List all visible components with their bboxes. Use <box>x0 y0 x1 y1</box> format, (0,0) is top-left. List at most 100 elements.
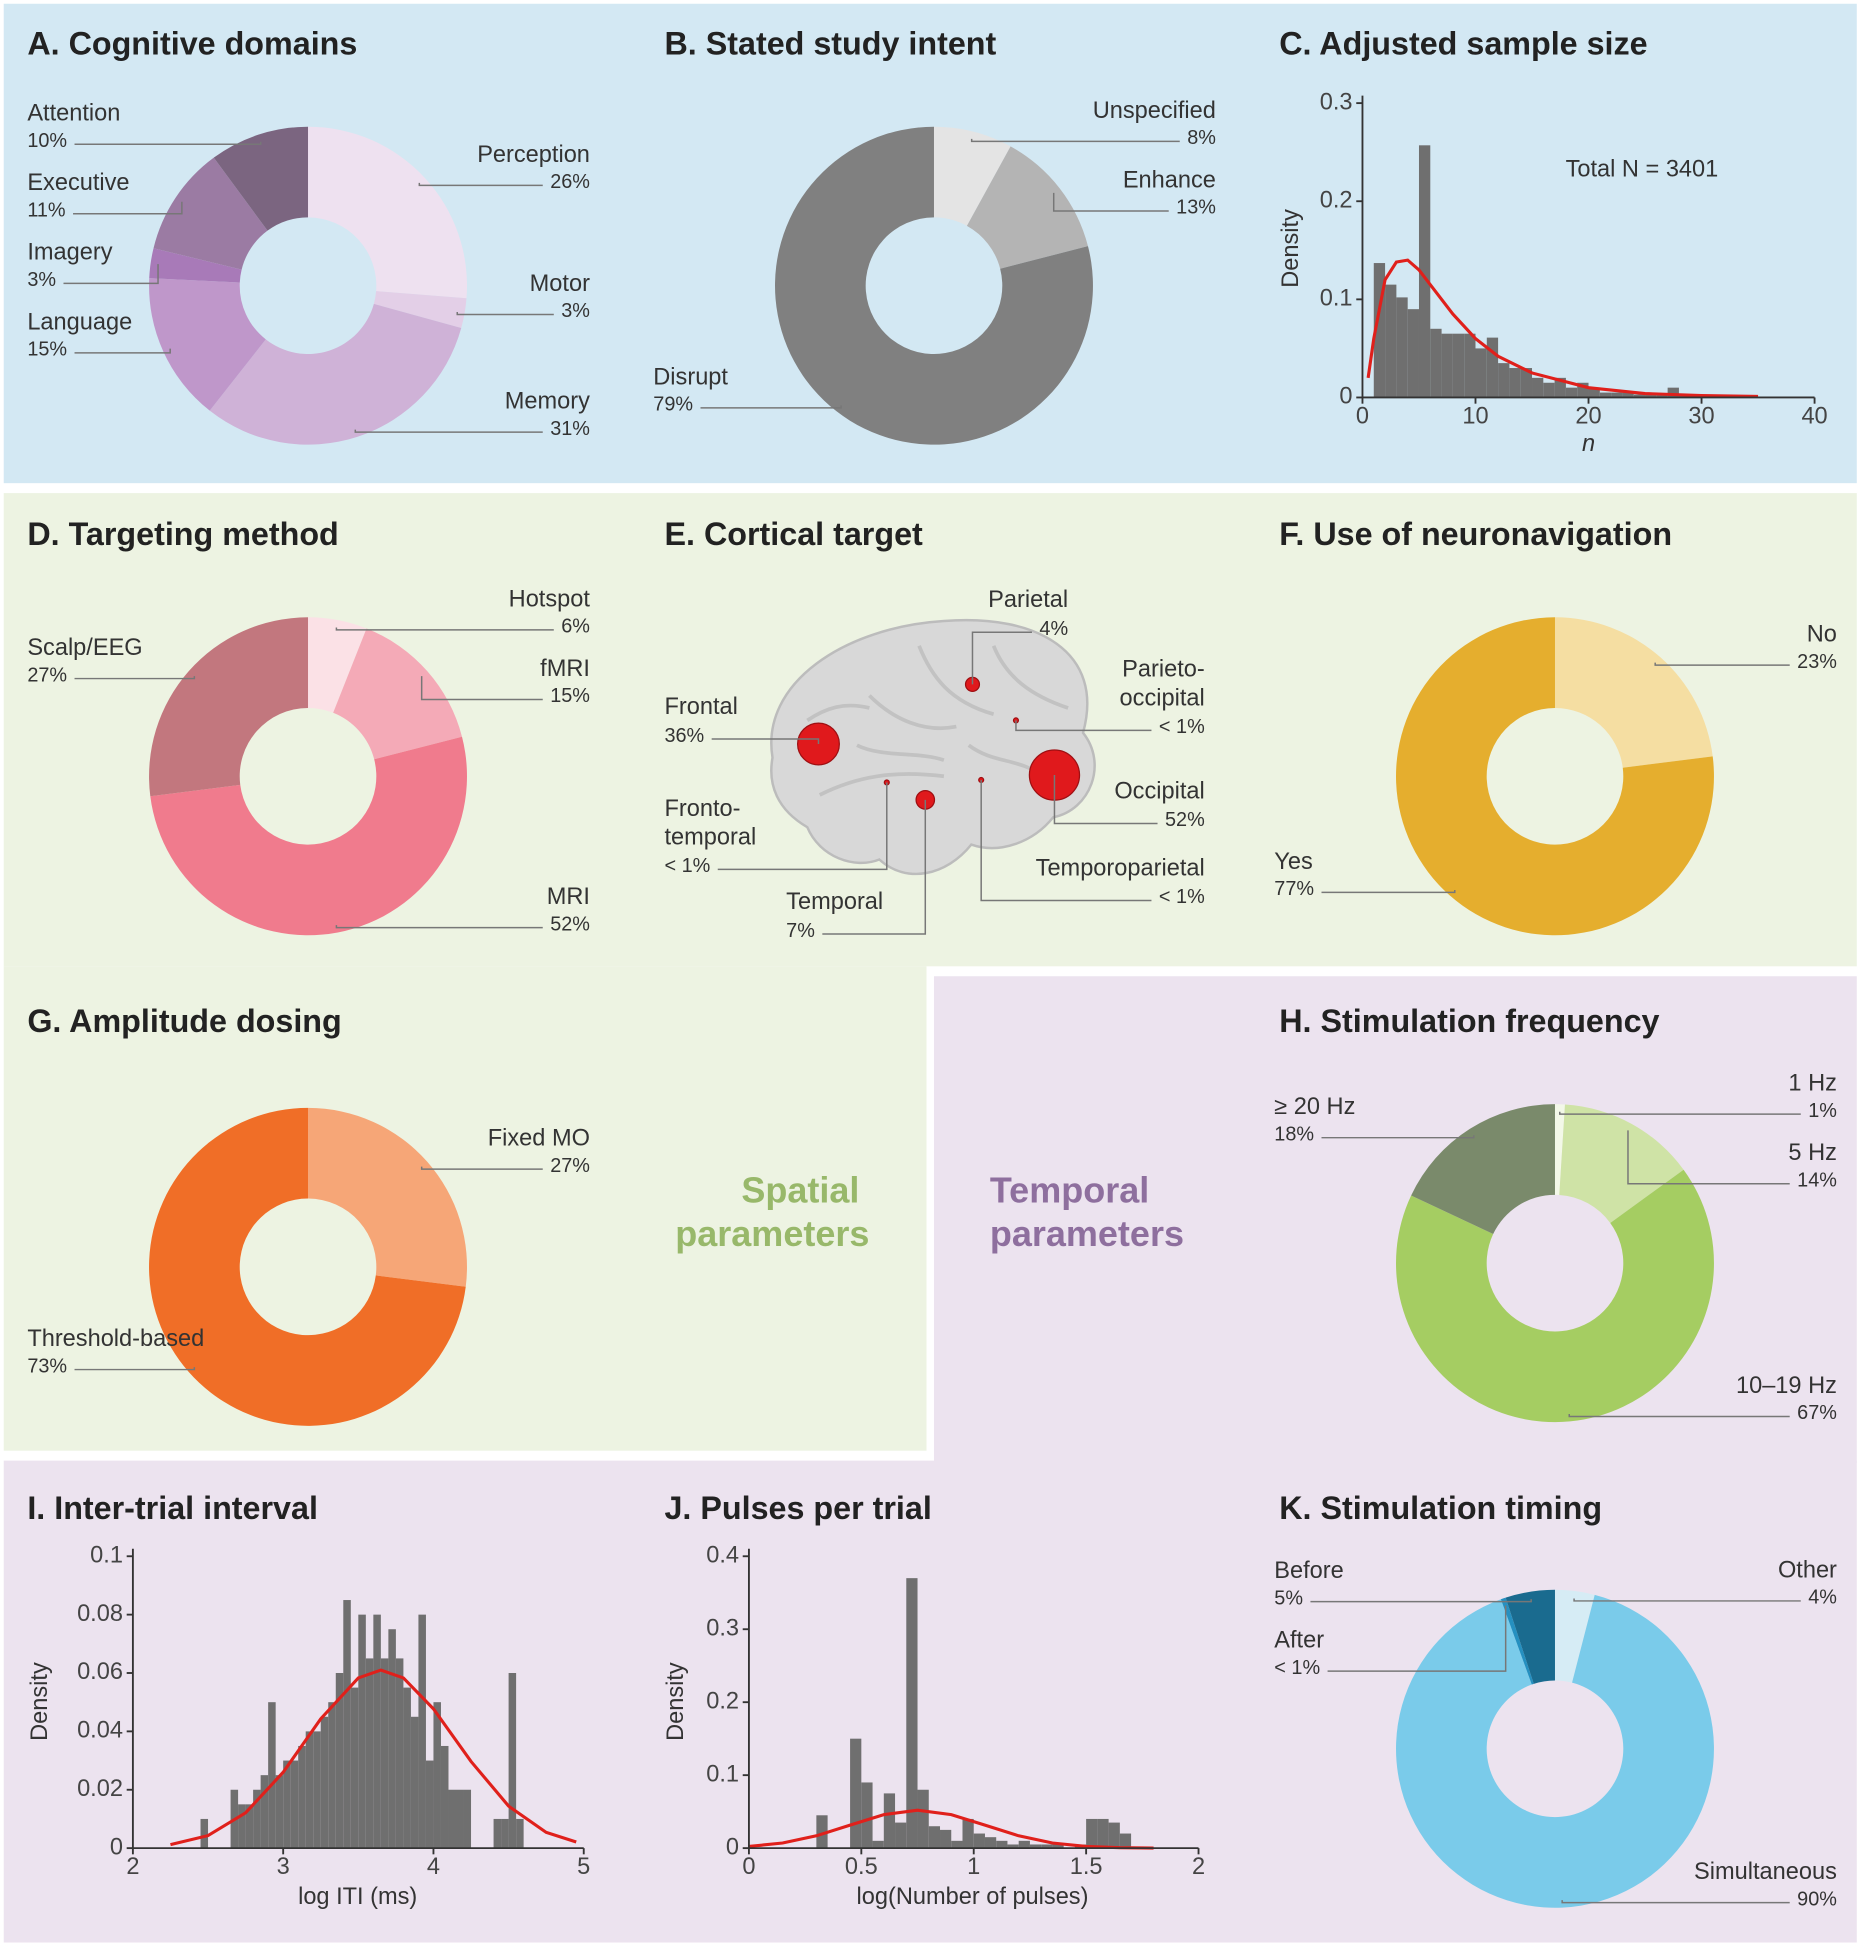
histogram-bar <box>305 1731 314 1849</box>
leader-line <box>420 676 543 701</box>
y-tick-label: 0.02 <box>77 1775 123 1801</box>
histogram-bar <box>1588 387 1600 398</box>
x-tick-label: 3 <box>277 1853 290 1879</box>
slice-label: Attention <box>27 100 120 126</box>
panel-title: K. Stimulation timing <box>1279 1490 1602 1526</box>
x-tick-label: 10 <box>1462 403 1488 429</box>
histogram-bar <box>238 1804 246 1849</box>
slice-value-label: 77% <box>1274 878 1314 900</box>
histogram-bar <box>320 1716 329 1849</box>
target-value-label: 7% <box>786 920 815 942</box>
leader-line <box>1561 1900 1790 1904</box>
target-value-label: < 1% <box>1159 886 1205 908</box>
histogram-bar <box>298 1745 306 1849</box>
section-label-line: Temporal <box>990 1169 1159 1210</box>
target-value-label: 4% <box>1039 618 1068 640</box>
slice-label: No <box>1807 621 1837 647</box>
histogram-bar <box>883 1793 896 1849</box>
slice-value-label: 1% <box>1808 1100 1837 1122</box>
slice-value-label: 73% <box>27 1355 67 1377</box>
panel-title: H. Stimulation frequency <box>1279 1003 1659 1039</box>
slice-value-label: 27% <box>550 1155 590 1177</box>
histogram-bar <box>1577 382 1589 398</box>
section-label: Spatial parameters <box>675 1169 869 1253</box>
histogram-bar <box>245 1804 254 1849</box>
target-label: Frontal <box>664 693 737 719</box>
y-tick-label: 0.3 <box>706 1614 739 1640</box>
x-axis-label: log(Number of pulses) <box>857 1883 1089 1909</box>
histogram-bar <box>1052 1844 1064 1849</box>
leader-line <box>711 738 820 744</box>
donut-slice <box>149 1107 466 1426</box>
y-tick-label: 0 <box>726 1833 739 1859</box>
y-tick-label: 0.1 <box>90 1541 123 1567</box>
slice-value-label: 26% <box>550 171 590 193</box>
histogram-bar <box>1656 394 1668 398</box>
slice-value-label: < 1% <box>1274 1657 1320 1679</box>
histogram-bar <box>940 1829 952 1849</box>
y-axis-label: Density <box>1277 209 1303 288</box>
donut-slice <box>1559 1104 1684 1223</box>
slice-value-label: 27% <box>27 664 67 686</box>
y-tick-label: 0.2 <box>1320 186 1353 212</box>
donut-slice <box>1396 1594 1714 1908</box>
slice-label: Motor <box>530 270 590 296</box>
histogram-bar <box>425 1760 434 1849</box>
x-tick-label: 4 <box>427 1853 440 1879</box>
donut-slice <box>308 126 467 299</box>
slice-value-label: 4% <box>1808 1587 1837 1609</box>
leader-line <box>1321 1135 1475 1139</box>
histogram-bar <box>1554 377 1566 398</box>
histogram-bar <box>1486 337 1499 398</box>
brain <box>770 618 1096 876</box>
leader-line <box>354 429 543 433</box>
donut-slice <box>1554 617 1713 768</box>
histogram-bar <box>313 1731 321 1849</box>
histogram-bar <box>388 1629 396 1849</box>
y-axis-label: Density <box>662 1662 688 1741</box>
leader-line <box>700 405 842 409</box>
leader-line <box>1053 775 1158 825</box>
histogram-bar <box>1373 263 1386 398</box>
donut-slice <box>1505 1589 1555 1684</box>
x-tick-label: 0 <box>1356 403 1369 429</box>
fit-curve <box>170 1668 577 1847</box>
slice-value-label: 14% <box>1797 1169 1837 1191</box>
slice-value-label: 6% <box>561 616 590 638</box>
target-value-label: 52% <box>1165 809 1205 831</box>
leader-line <box>456 312 554 316</box>
slice-value-label: 90% <box>1797 1888 1837 1910</box>
target-label-line: Fronto- <box>664 795 740 821</box>
histogram-bar <box>962 1818 974 1849</box>
slice-value-label: 5% <box>1274 1587 1303 1609</box>
donut-slice <box>153 157 268 270</box>
leader-line <box>420 1166 543 1170</box>
x-axis-label: n <box>1582 430 1595 456</box>
donut-slice <box>933 126 1011 226</box>
slice-label: Threshold-based <box>27 1325 204 1351</box>
donut-slice <box>1396 617 1714 936</box>
histogram-bar <box>1407 309 1419 398</box>
y-tick-label: 0.4 <box>706 1541 739 1567</box>
donut-slice <box>308 1107 467 1287</box>
donut-slice <box>308 617 367 713</box>
target-label: Parietal <box>988 586 1068 612</box>
histogram-bar <box>253 1789 261 1849</box>
target-label-line: temporal <box>664 824 756 850</box>
panel-title: B. Stated study intent <box>664 26 996 62</box>
x-tick-label: 2 <box>126 1853 139 1879</box>
target-label: Parieto-occipital <box>1120 656 1205 711</box>
leader-line <box>1321 889 1456 894</box>
histogram-bar <box>1007 1844 1019 1849</box>
slice-label: fMRI <box>540 655 590 681</box>
target-value-label: < 1% <box>1159 716 1205 738</box>
panel-title: C. Adjusted sample size <box>1279 26 1647 62</box>
histogram-bar <box>1565 387 1578 398</box>
histogram-bar <box>1645 394 1657 398</box>
histogram-bar <box>343 1600 351 1849</box>
x-tick-label: 0.5 <box>845 1853 878 1879</box>
histogram-bar <box>380 1658 389 1849</box>
slice-value-label: 23% <box>1797 651 1837 673</box>
